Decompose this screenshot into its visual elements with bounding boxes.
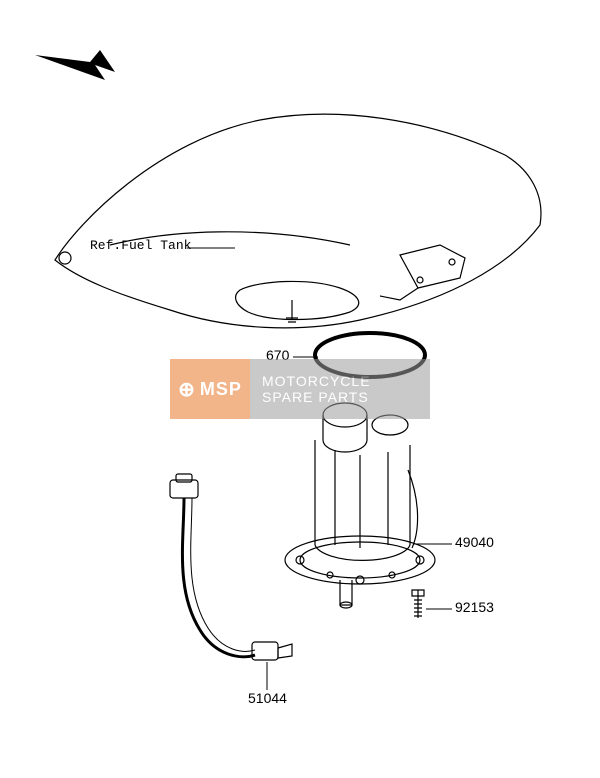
- callout-49040: 49040: [455, 534, 494, 550]
- leader-lines: [187, 248, 452, 690]
- fuel-tank-outline: [55, 114, 541, 328]
- parts-diagram: Ref.Fuel Tank 670 49040 92153 51044 ⊕ MS…: [0, 0, 600, 778]
- callout-92153: 92153: [455, 599, 494, 615]
- bolt-part: [412, 590, 424, 618]
- diagram-lineart: [0, 0, 600, 778]
- o-ring-part: [315, 333, 425, 377]
- ref-fuel-tank-label: Ref.Fuel Tank: [90, 238, 191, 253]
- callout-51044: 51044: [248, 690, 287, 706]
- fuel-hose-part: [170, 474, 292, 660]
- callout-670: 670: [266, 347, 289, 363]
- fuel-pump-part: [285, 403, 435, 608]
- orientation-arrow-icon: [35, 50, 115, 80]
